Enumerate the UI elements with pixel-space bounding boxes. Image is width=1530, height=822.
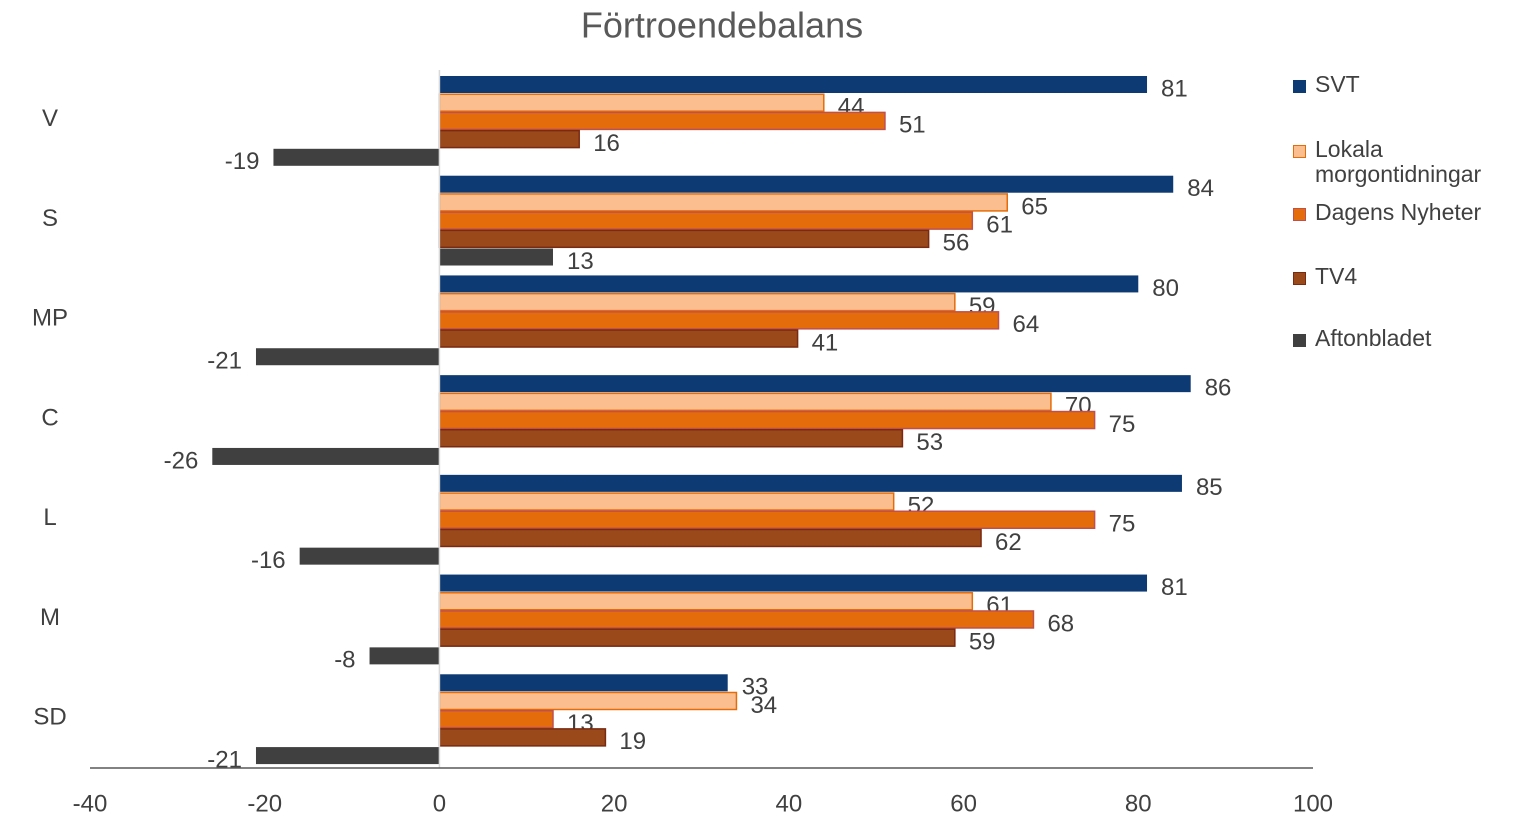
legend-item: Lokala morgontidningar bbox=[1293, 137, 1523, 187]
data-label: 51 bbox=[899, 112, 926, 139]
bar bbox=[438, 211, 974, 230]
data-label: 34 bbox=[750, 692, 777, 719]
data-label: 62 bbox=[995, 529, 1022, 556]
data-label: 13 bbox=[567, 248, 594, 275]
bar bbox=[212, 447, 440, 465]
bar bbox=[438, 528, 982, 548]
data-label: 19 bbox=[619, 728, 646, 755]
bar bbox=[438, 728, 607, 747]
bar bbox=[439, 248, 553, 266]
legend-swatch bbox=[1293, 208, 1306, 221]
data-label: 61 bbox=[986, 211, 1013, 238]
legend-swatch bbox=[1293, 80, 1306, 93]
data-label: -16 bbox=[251, 547, 286, 574]
bar bbox=[369, 647, 440, 665]
y-tick-label: SD bbox=[33, 703, 66, 730]
data-label: 16 bbox=[593, 130, 620, 157]
bar bbox=[438, 510, 1096, 530]
bar bbox=[439, 76, 1148, 93]
y-tick-label: V bbox=[42, 105, 58, 132]
legend-label: Dagens Nyheter bbox=[1315, 199, 1482, 225]
x-tick-label: -20 bbox=[247, 790, 282, 817]
bar bbox=[438, 111, 886, 131]
data-label: -8 bbox=[334, 647, 355, 674]
x-tick-label: 60 bbox=[950, 790, 977, 817]
legend-item: TV4 bbox=[1293, 264, 1357, 289]
y-tick-label: S bbox=[42, 205, 58, 232]
data-label: 86 bbox=[1205, 374, 1232, 401]
bar bbox=[438, 129, 580, 149]
x-tick-label: 20 bbox=[601, 790, 628, 817]
data-label: -21 bbox=[207, 746, 242, 773]
legend-item: Aftonbladet bbox=[1293, 326, 1431, 351]
legend-swatch bbox=[1293, 145, 1306, 158]
data-label: -21 bbox=[207, 348, 242, 375]
legend-swatch bbox=[1293, 334, 1306, 347]
x-tick-label: 80 bbox=[1125, 790, 1152, 817]
data-label: 75 bbox=[1109, 411, 1136, 438]
bar bbox=[438, 709, 554, 729]
bar bbox=[438, 410, 1096, 430]
data-label: 81 bbox=[1161, 75, 1188, 102]
x-tick-label: 40 bbox=[776, 790, 803, 817]
y-tick-label: L bbox=[43, 504, 56, 531]
bar bbox=[438, 329, 799, 348]
legend-label: Aftonbladet bbox=[1315, 325, 1432, 351]
bar bbox=[255, 747, 440, 765]
bar bbox=[438, 492, 895, 511]
x-tick-label: 0 bbox=[433, 790, 446, 817]
data-label: 41 bbox=[812, 329, 839, 356]
legend-swatch bbox=[1293, 272, 1306, 285]
bar bbox=[255, 348, 440, 366]
legend-item: SVT bbox=[1293, 72, 1360, 97]
bar bbox=[438, 229, 930, 249]
data-label: -26 bbox=[164, 447, 199, 474]
bar bbox=[273, 148, 440, 166]
x-tick-label: -40 bbox=[73, 790, 108, 817]
data-label: 68 bbox=[1047, 610, 1074, 637]
data-label: 33 bbox=[742, 674, 769, 701]
bar bbox=[439, 275, 1139, 293]
legend-label: SVT bbox=[1315, 71, 1360, 97]
y-tick-label: M bbox=[40, 604, 60, 631]
data-label: 85 bbox=[1196, 474, 1223, 501]
bar bbox=[438, 428, 904, 448]
x-tick-label: 100 bbox=[1293, 790, 1333, 817]
data-label: 80 bbox=[1152, 275, 1179, 302]
legend-label: TV4 bbox=[1315, 263, 1358, 289]
data-label: 53 bbox=[916, 429, 943, 456]
bar bbox=[438, 311, 1000, 330]
bar bbox=[438, 691, 738, 711]
chart-title: Förtroendebalans bbox=[581, 5, 863, 46]
data-label: 65 bbox=[1021, 193, 1048, 220]
bar bbox=[438, 592, 974, 611]
bar bbox=[439, 574, 1148, 592]
data-label: 64 bbox=[1013, 311, 1040, 338]
bar bbox=[438, 392, 1052, 412]
bar bbox=[439, 674, 728, 692]
data-label: 56 bbox=[943, 230, 970, 257]
bar bbox=[438, 292, 956, 312]
bar bbox=[299, 547, 440, 565]
bar bbox=[439, 474, 1182, 492]
bar bbox=[438, 93, 825, 112]
data-label: 81 bbox=[1161, 574, 1188, 601]
legend-label: Lokala morgontidningar bbox=[1315, 136, 1482, 187]
legend-item: Dagens Nyheter bbox=[1293, 200, 1481, 225]
data-label: -19 bbox=[225, 148, 260, 175]
bar bbox=[438, 193, 1008, 212]
data-label: 84 bbox=[1187, 175, 1214, 202]
data-label: 75 bbox=[1109, 511, 1136, 538]
y-tick-label: MP bbox=[32, 305, 68, 332]
data-label: 59 bbox=[969, 629, 996, 656]
bar bbox=[439, 375, 1191, 393]
y-tick-label: C bbox=[41, 404, 58, 431]
bar bbox=[439, 175, 1174, 193]
bar bbox=[438, 610, 1035, 629]
bar bbox=[438, 628, 956, 647]
